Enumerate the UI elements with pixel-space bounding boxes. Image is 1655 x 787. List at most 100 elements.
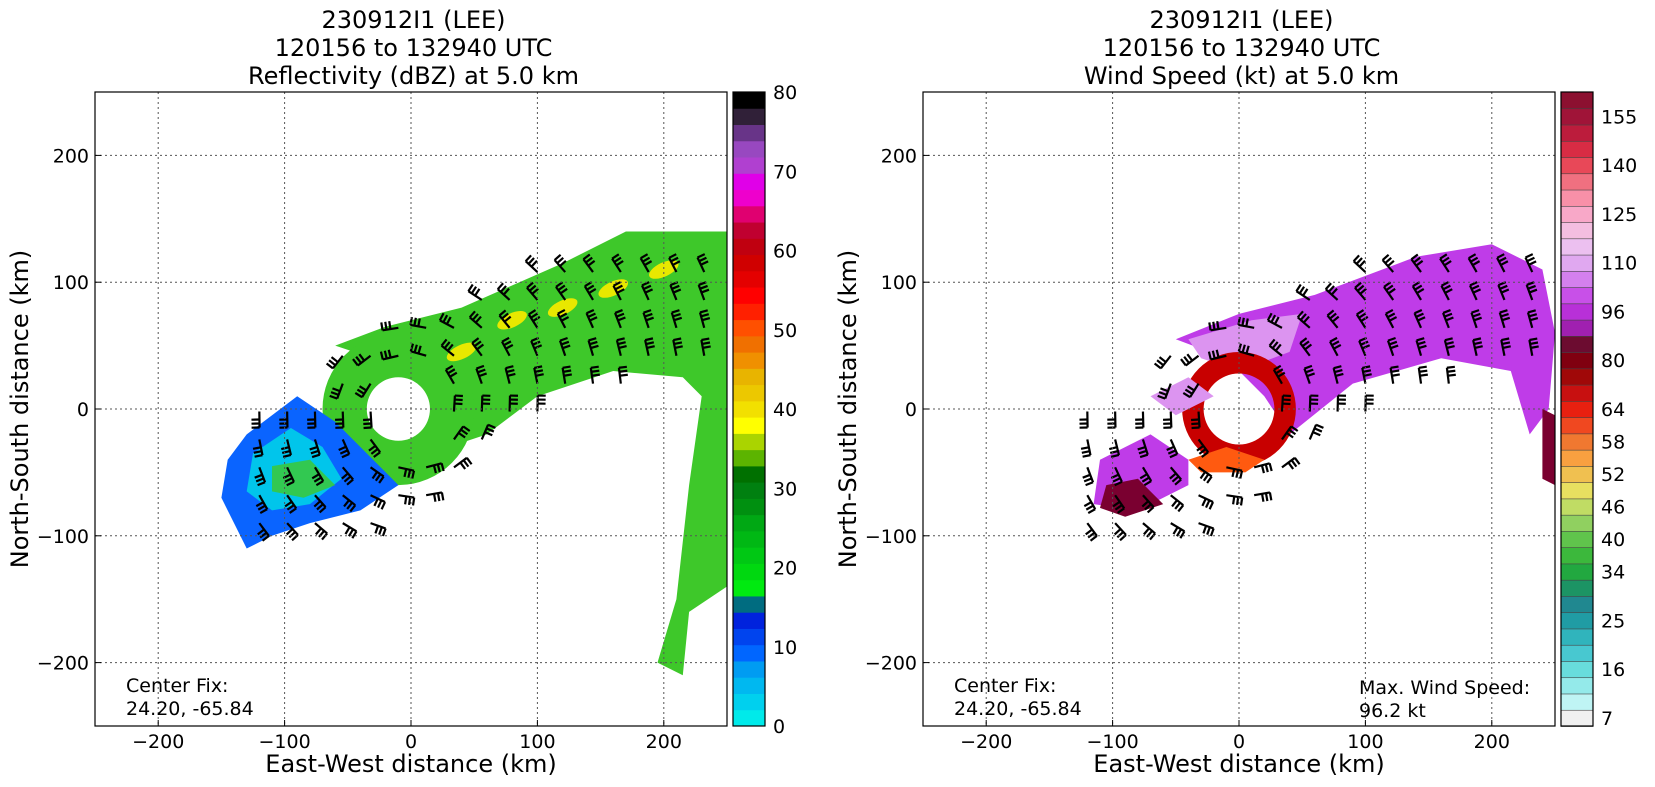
wind-barb-flag [524, 254, 532, 262]
wind-barb-flag [584, 281, 593, 288]
wind-barb-flag [507, 372, 516, 377]
colorbar-swatch [733, 222, 765, 239]
wind-barb-flag [1387, 287, 1396, 295]
wind-barb-flag [1287, 461, 1295, 470]
wind-barb-flag [587, 312, 596, 318]
wind-barb-flag [1439, 253, 1448, 260]
wind-barb [1281, 425, 1293, 441]
wind-barb-flag [700, 313, 710, 318]
wind-barb-flag [1306, 372, 1315, 378]
wind-barb-flag [388, 321, 392, 330]
wind-barb [1086, 494, 1097, 510]
wind-barb [1381, 259, 1395, 273]
wind-barb [1525, 284, 1534, 301]
wind-barb-flag [611, 253, 620, 260]
wind-barb-flag [1473, 316, 1482, 322]
wind-barb [1272, 369, 1283, 385]
wind-speed-panel: 230912I1 (LEE) 120156 to 132940 UTC Wind… [828, 0, 1655, 787]
wind-barb-flag [378, 526, 383, 536]
wind-barb-flag [1116, 531, 1124, 539]
wind-barb-flag [465, 457, 473, 465]
wind-barb-flag [478, 372, 487, 378]
colorbar-swatch [733, 595, 765, 613]
wind-barb-flag [533, 344, 543, 350]
wind-barb-flag [644, 337, 654, 342]
wind-barb-flag [1177, 504, 1185, 513]
wind-barb-flag [1444, 337, 1453, 342]
wind-barb [1443, 339, 1450, 357]
wind-barb-flag [1388, 316, 1398, 322]
wind-barb-flag [440, 463, 445, 472]
wind-barb-flag [1415, 259, 1424, 267]
inner-wind-west [1150, 377, 1214, 416]
wind-barb-flag [557, 284, 566, 292]
wind-barb-flag [471, 337, 480, 344]
wind-barb-flag [1232, 496, 1236, 505]
wind-barb [1160, 355, 1172, 370]
wind-barb [1185, 354, 1200, 367]
wind-barb-flag [254, 473, 263, 479]
wind-barb-flag [1410, 253, 1419, 261]
wind-barb-flag [1260, 465, 1265, 474]
wind-barb-flag [618, 365, 627, 369]
wind-barb-flag [325, 362, 334, 370]
colorbar-tick-label: 140 [1601, 155, 1637, 177]
wind-barb-flag [316, 503, 324, 511]
wind-barb-flag [1274, 343, 1282, 352]
wind-barb-flag [503, 340, 512, 347]
wind-barb-flag [588, 337, 597, 342]
wind-barb-flag [1166, 445, 1175, 451]
wind-barb [697, 284, 706, 301]
wind-barb-flag [644, 312, 653, 318]
wind-barb-flag [1085, 504, 1094, 511]
wind-barb-flag [672, 312, 681, 318]
wind-barb-flag [697, 253, 706, 259]
wind-barb-flag [1472, 288, 1482, 294]
colorbar-tick-label: 110 [1601, 253, 1637, 275]
wind-barb-flag [1501, 337, 1510, 342]
wind-barb-flag [383, 350, 388, 359]
wind-barb-flag [1198, 448, 1207, 455]
wind-barb-flag [644, 260, 653, 267]
wind-barb-flag [1270, 314, 1277, 323]
wind-barb-flag [280, 446, 290, 451]
wind-barb-flag [559, 336, 568, 342]
wind-barb [1197, 466, 1213, 478]
wind-barb-flag [1087, 508, 1096, 515]
wind-barb-flag [534, 369, 544, 373]
wind-barb-flag [377, 499, 383, 509]
wind-barb-flag [532, 315, 541, 323]
wind-barb [1169, 466, 1182, 481]
wind-barb-flag [617, 341, 626, 346]
wind-barb [585, 312, 595, 329]
wind-barb-flag [1299, 337, 1308, 344]
wind-barb-flag [1445, 316, 1454, 322]
colorbar-swatch [733, 433, 765, 451]
colorbar-swatch [1560, 660, 1594, 679]
wind-barb [1354, 287, 1367, 301]
colorbar-swatch [1560, 286, 1594, 305]
x-tick-label: −100 [1087, 731, 1139, 753]
wind-barb-flag [347, 528, 354, 537]
wind-barb-flag [330, 391, 339, 396]
wind-barb-flag [1391, 369, 1400, 373]
wind-barb-flag [699, 309, 708, 314]
reflectivity-chart: −200 −100 0 100 200−200−1000100200East-West … [6, 82, 797, 778]
wind-barb-flag [618, 344, 627, 350]
wind-barb-flag [506, 368, 515, 374]
wind-barb-flag [526, 281, 534, 289]
wind-barb-flag [589, 340, 598, 346]
colorbar-swatch [733, 140, 765, 158]
panel-title-line3: Wind Speed (kt) at 5.0 km [1083, 62, 1400, 90]
wind-barb-flag [531, 287, 539, 295]
y-tick-label: −200 [865, 653, 917, 675]
colorbar-frame [732, 91, 766, 727]
wind-barb-flag [1266, 312, 1273, 321]
wind-barb-flag [1302, 288, 1309, 297]
wind-barb-flag [407, 496, 412, 506]
wind-barb-flag [374, 473, 382, 482]
wind-barb [589, 367, 595, 384]
y-tick-label: 100 [53, 272, 89, 294]
wind-barb-flag [346, 478, 354, 486]
wind-barb-flag [502, 287, 510, 296]
